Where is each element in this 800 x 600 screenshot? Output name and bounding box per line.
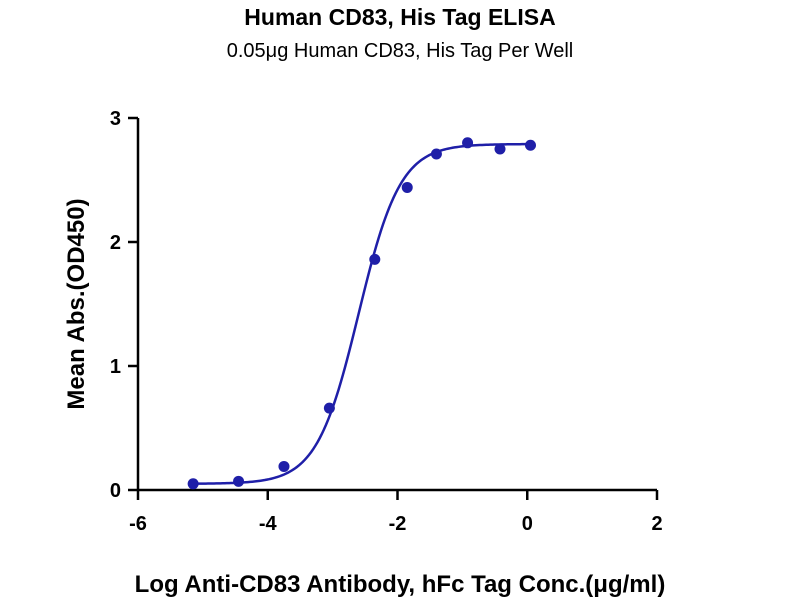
data-point — [187, 478, 199, 490]
fit-layer — [193, 142, 531, 485]
y-tick-label: 2 — [110, 232, 121, 254]
data-point — [233, 475, 245, 487]
fit-curve — [193, 142, 531, 485]
data-point — [524, 139, 536, 151]
x-tick-label: -4 — [259, 513, 278, 535]
y-axis-label: Mean Abs.(OD450) — [63, 198, 90, 409]
x-tick-label: 0 — [522, 513, 533, 535]
data-point — [430, 148, 442, 160]
y-tick-label: 0 — [110, 480, 121, 502]
x-tick-label: -2 — [389, 513, 407, 535]
data-point — [494, 143, 506, 155]
data-point — [323, 402, 335, 414]
data-point — [278, 460, 290, 472]
axes: -6 -4 -2 0 2 0 1 2 3 — [110, 108, 663, 535]
x-tick-label: -6 — [129, 513, 147, 535]
x-axis-label: Log Anti-CD83 Antibody, hFc Tag Conc.(μg… — [135, 571, 666, 598]
y-tick-label: 1 — [110, 356, 121, 378]
data-point — [462, 137, 474, 149]
chart-subtitle: 0.05μg Human CD83, His Tag Per Well — [226, 40, 574, 62]
chart-title: Human CD83, His Tag ELISA — [244, 4, 556, 30]
data-point — [401, 181, 413, 193]
data-point — [369, 253, 381, 265]
y-tick-label: 3 — [110, 108, 121, 130]
points-layer — [187, 137, 536, 490]
x-tick-label: 2 — [651, 513, 662, 535]
